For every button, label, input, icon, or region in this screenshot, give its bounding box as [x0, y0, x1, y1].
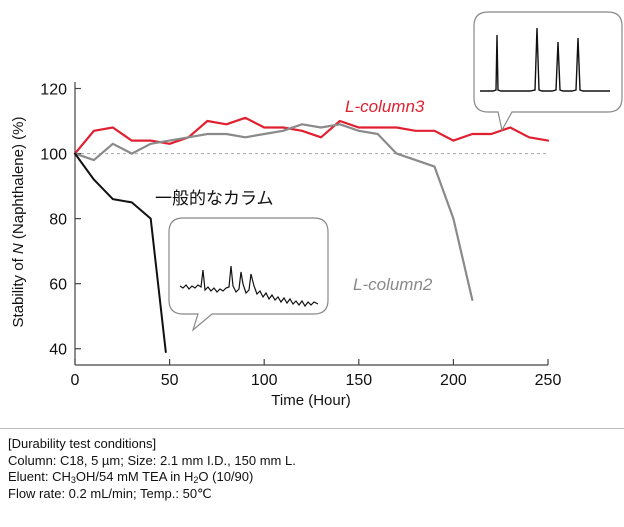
inset-bubble-l-column3: [473, 11, 623, 132]
y-axis-title: Stability of N (Naphthalene) (%): [10, 117, 27, 328]
conditions-column: Column: C18, 5 µm; Size: 2.1 mm I.D., 15…: [8, 452, 296, 468]
conditions-eluent: Eluent: CH3OH/54 mM TEA in H2O (10/90): [8, 469, 296, 486]
inset-bubble-generic: [168, 217, 329, 332]
y-axis-title-suffix: (Naphthalene) (%): [10, 117, 27, 244]
eluent-part-2: OH/54 mM TEA in H: [75, 469, 194, 484]
divider: [0, 428, 624, 429]
chromatogram-trace-l-column3: [480, 27, 610, 92]
series-line-l-column2: [73, 123, 474, 301]
y-axis-title-variable: N: [10, 243, 27, 254]
y-axis-title-prefix: Stability of: [10, 254, 27, 327]
chromatogram-trace-generic: [179, 265, 319, 308]
eluent-part-3: O (10/90): [198, 469, 254, 484]
y-tick-label: 100: [40, 147, 67, 164]
conditions-flow: Flow rate: 0.2 mL/min; Temp.: 50℃: [8, 485, 212, 501]
x-tick-label: 150: [345, 372, 372, 389]
chromatogram-inset-l-column3: [473, 11, 623, 132]
conditions-header: [Durability test conditions]: [8, 436, 157, 451]
y-tick-label: 80: [49, 212, 67, 229]
eluent-sub-2: 2: [193, 475, 199, 485]
eluent-part-1: Eluent: CH: [8, 469, 71, 484]
x-axis-title: Time (Hour): [271, 392, 350, 409]
series-label-l-column3: L-column3: [345, 97, 425, 116]
x-tick-label: 50: [161, 372, 179, 389]
x-tick-label: 100: [251, 372, 278, 389]
series-label-l-column2: L-column2: [353, 275, 433, 294]
series-label-generic-column: 一般的なカラム: [155, 189, 274, 209]
chromatogram-inset-generic: [168, 217, 329, 332]
series-line-l-column3: [73, 116, 550, 155]
x-tick-label: 200: [440, 372, 467, 389]
test-conditions: [Durability test conditions] Column: C18…: [8, 436, 296, 502]
eluent-sub-1: 3: [70, 475, 76, 485]
series-line-generic-column: [74, 152, 167, 353]
x-tick-label: 0: [71, 372, 80, 389]
y-tick-label: 40: [49, 342, 67, 359]
y-tick-label: 120: [40, 82, 67, 99]
chart-axes: [74, 82, 548, 366]
x-tick-label: 250: [535, 372, 562, 389]
y-tick-label: 60: [49, 277, 67, 294]
